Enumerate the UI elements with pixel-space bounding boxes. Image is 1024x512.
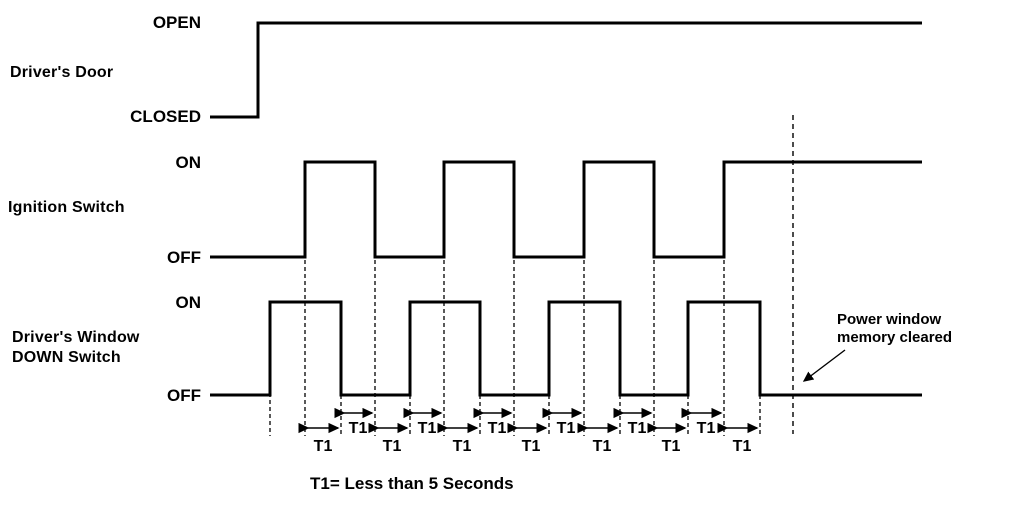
t1-label: T1 bbox=[592, 438, 612, 455]
t1-label: T1 bbox=[382, 438, 402, 455]
t1-label: T1 bbox=[452, 438, 472, 455]
memory-cleared-callout-line2: memory cleared bbox=[837, 329, 953, 346]
window-on-label: ON bbox=[175, 293, 202, 312]
window-down-switch-waveform bbox=[210, 300, 922, 397]
t1-label: T1 bbox=[732, 438, 752, 455]
t1-label: T1 bbox=[556, 420, 576, 437]
ignition-switch-title: Ignition Switch bbox=[8, 199, 125, 216]
t1-label: T1 bbox=[417, 420, 437, 437]
door-closed-label: CLOSED bbox=[130, 107, 201, 126]
t1-label: T1 bbox=[696, 420, 716, 437]
memory-cleared-arrow bbox=[802, 349, 846, 382]
window-switch-title-line1: Driver's Window bbox=[12, 329, 140, 346]
t1-label: T1 bbox=[521, 438, 541, 455]
ignition-transition-dashed-lines bbox=[304, 260, 725, 436]
t1-label: T1 bbox=[661, 438, 681, 455]
t1-definition-note: T1= Less than 5 Seconds bbox=[310, 474, 514, 493]
t1-label: T1 bbox=[487, 420, 507, 437]
drivers-door-title: Driver's Door bbox=[10, 64, 114, 81]
memory-cleared-callout-line1: Power window bbox=[837, 311, 942, 328]
ignition-switch-waveform bbox=[210, 160, 922, 259]
door-open-label: OPEN bbox=[152, 13, 201, 32]
window-switch-title-line2: DOWN Switch bbox=[12, 349, 121, 366]
t1-label: T1 bbox=[348, 420, 368, 437]
t1-label: T1 bbox=[313, 438, 333, 455]
ignition-off-label: OFF bbox=[167, 248, 201, 267]
window-off-label: OFF bbox=[167, 386, 201, 405]
t1-label: T1 bbox=[627, 420, 647, 437]
drivers-door-waveform bbox=[210, 21, 922, 119]
ignition-on-label: ON bbox=[175, 153, 202, 172]
